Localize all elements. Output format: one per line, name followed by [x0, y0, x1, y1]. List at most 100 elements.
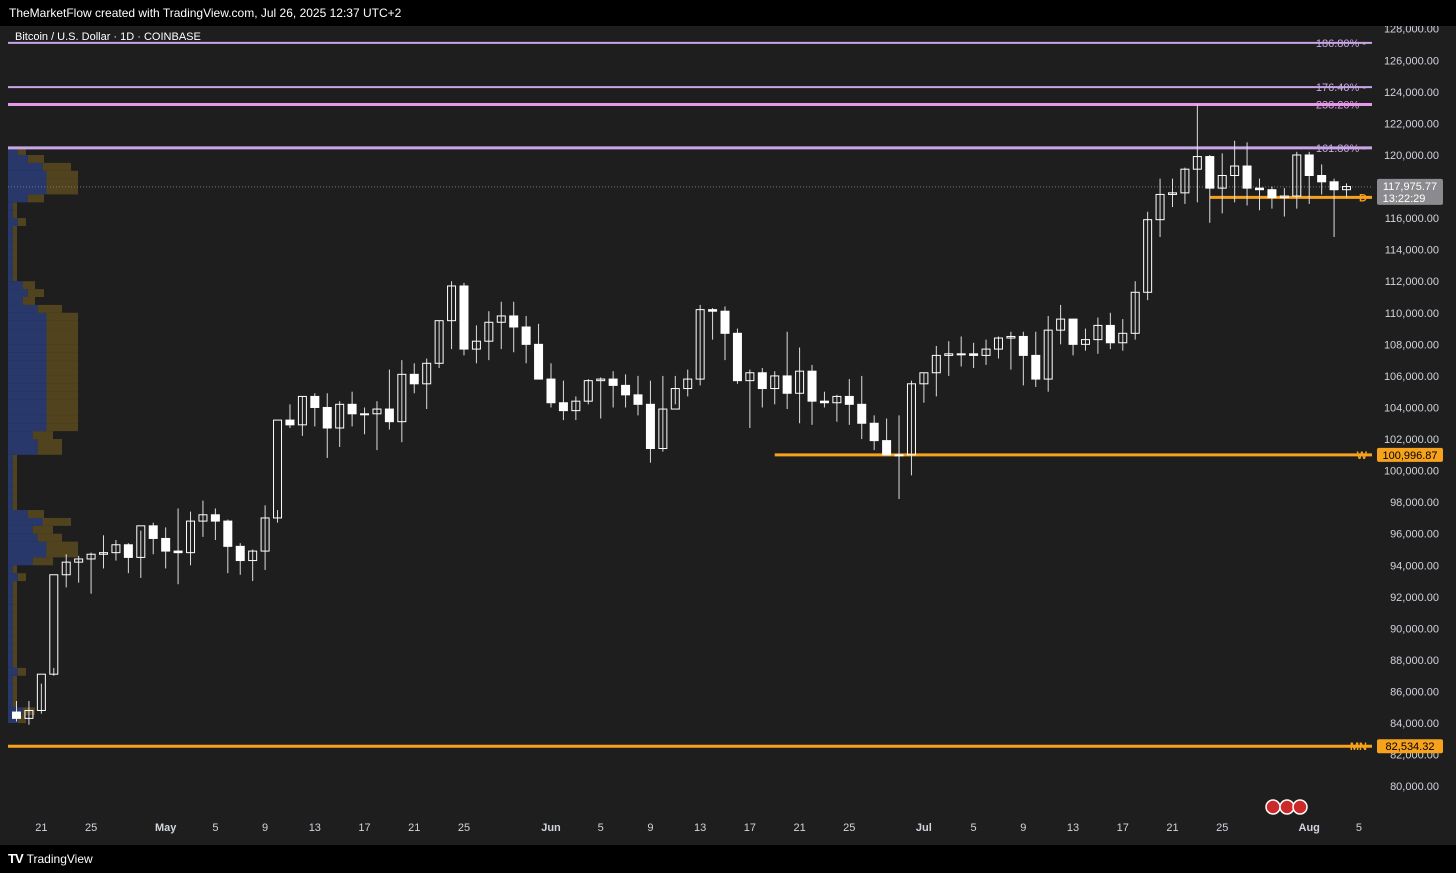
candle-body[interactable]	[1068, 318, 1078, 345]
candle-body[interactable]	[857, 403, 867, 424]
candle-body[interactable]	[844, 395, 854, 405]
candle-body[interactable]	[12, 711, 21, 719]
candle-body[interactable]	[1031, 354, 1041, 380]
candle-body[interactable]	[956, 353, 966, 356]
candle-body[interactable]	[136, 525, 146, 558]
candle-body[interactable]	[1255, 187, 1264, 191]
candle-body[interactable]	[1304, 154, 1314, 176]
candle-body[interactable]	[36, 673, 46, 711]
candle-body[interactable]	[670, 388, 680, 410]
candle-body[interactable]	[447, 285, 457, 322]
candle-body[interactable]	[807, 370, 817, 402]
candle-body[interactable]	[1155, 193, 1165, 221]
candle-body[interactable]	[1342, 186, 1352, 191]
candle-body[interactable]	[260, 517, 270, 552]
candle-body[interactable]	[1080, 339, 1090, 345]
candle-body[interactable]	[558, 402, 568, 412]
candle-body[interactable]	[571, 400, 581, 412]
tradingview-brand[interactable]: TV TradingView	[8, 845, 93, 873]
candle-body[interactable]	[198, 514, 208, 522]
candle-body[interactable]	[993, 337, 1003, 350]
candle-body[interactable]	[583, 380, 593, 402]
candle-body[interactable]	[732, 332, 742, 382]
candle-body[interactable]	[894, 454, 904, 457]
candle-body[interactable]	[708, 309, 718, 312]
candle-body[interactable]	[310, 395, 320, 408]
candle-body[interactable]	[1056, 318, 1066, 331]
candle-body[interactable]	[24, 709, 34, 719]
candle-body[interactable]	[596, 378, 606, 382]
candle-body[interactable]	[99, 552, 109, 555]
candle-body[interactable]	[434, 320, 444, 364]
candle-body[interactable]	[322, 406, 332, 429]
candle-body[interactable]	[906, 383, 916, 456]
candle-body[interactable]	[782, 375, 792, 394]
candle-body[interactable]	[148, 525, 158, 539]
candle-body[interactable]	[882, 440, 892, 456]
candle-body[interactable]	[1143, 219, 1153, 293]
economic-event-flag-icon[interactable]	[1292, 799, 1308, 815]
candle-body[interactable]	[273, 419, 283, 519]
candle-body[interactable]	[1006, 335, 1016, 339]
candle-body[interactable]	[757, 372, 767, 390]
candle-body[interactable]	[1118, 332, 1128, 344]
candle-body[interactable]	[111, 544, 121, 554]
candle-body[interactable]	[360, 413, 370, 416]
candle-body[interactable]	[1317, 174, 1327, 183]
candle-body[interactable]	[931, 354, 941, 374]
candle-body[interactable]	[123, 544, 133, 558]
candle-body[interactable]	[969, 353, 979, 356]
candle-body[interactable]	[1105, 324, 1115, 344]
candle-body[interactable]	[459, 285, 469, 350]
candle-body[interactable]	[745, 372, 755, 382]
candle-body[interactable]	[1279, 195, 1289, 199]
candle-body[interactable]	[1167, 192, 1177, 195]
candle-body[interactable]	[235, 545, 245, 562]
candle-body[interactable]	[1018, 335, 1028, 356]
candle-body[interactable]	[1267, 189, 1277, 199]
candle-body[interactable]	[347, 403, 357, 415]
candle-body[interactable]	[248, 550, 258, 562]
candle-body[interactable]	[1093, 324, 1103, 341]
candle-body[interactable]	[633, 394, 643, 405]
candle-body[interactable]	[210, 514, 220, 522]
candle-body[interactable]	[161, 537, 171, 552]
candle-body[interactable]	[496, 315, 506, 323]
candle-body[interactable]	[509, 315, 519, 328]
candle-body[interactable]	[74, 558, 84, 563]
candle-body[interactable]	[1205, 156, 1215, 189]
price-chart[interactable]: 80,000.0082,000.0084,000.0086,000.0088,0…	[0, 26, 1456, 845]
candle-body[interactable]	[297, 395, 307, 426]
candle-body[interactable]	[981, 348, 991, 356]
candle-body[interactable]	[173, 550, 183, 554]
candle-body[interactable]	[1329, 181, 1339, 191]
candle-body[interactable]	[372, 408, 382, 415]
candle-body[interactable]	[534, 343, 544, 380]
candle-body[interactable]	[471, 340, 481, 350]
candle-body[interactable]	[223, 520, 233, 547]
candle-body[interactable]	[1192, 156, 1202, 170]
candle-body[interactable]	[1242, 165, 1252, 189]
candle-body[interactable]	[1230, 165, 1240, 176]
candle-body[interactable]	[61, 561, 71, 576]
candle-body[interactable]	[409, 373, 419, 385]
candle-body[interactable]	[621, 384, 631, 396]
candle-body[interactable]	[1130, 291, 1140, 334]
candle-body[interactable]	[869, 422, 879, 442]
candle-body[interactable]	[86, 553, 96, 560]
candle-body[interactable]	[695, 309, 705, 380]
candle-body[interactable]	[521, 326, 531, 345]
candle-body[interactable]	[795, 370, 805, 394]
economic-event-flag-icon[interactable]	[1265, 799, 1281, 815]
candle-body[interactable]	[1292, 154, 1302, 197]
candle-body[interactable]	[720, 310, 730, 334]
candle-body[interactable]	[49, 574, 59, 675]
economic-event-flag-icon[interactable]	[1279, 799, 1295, 815]
candle-body[interactable]	[397, 373, 407, 423]
candle-body[interactable]	[944, 353, 954, 356]
candle-body[interactable]	[832, 395, 842, 404]
candle-body[interactable]	[384, 408, 394, 423]
candle-body[interactable]	[285, 419, 295, 426]
candle-body[interactable]	[919, 372, 929, 385]
candle-body[interactable]	[186, 520, 196, 554]
